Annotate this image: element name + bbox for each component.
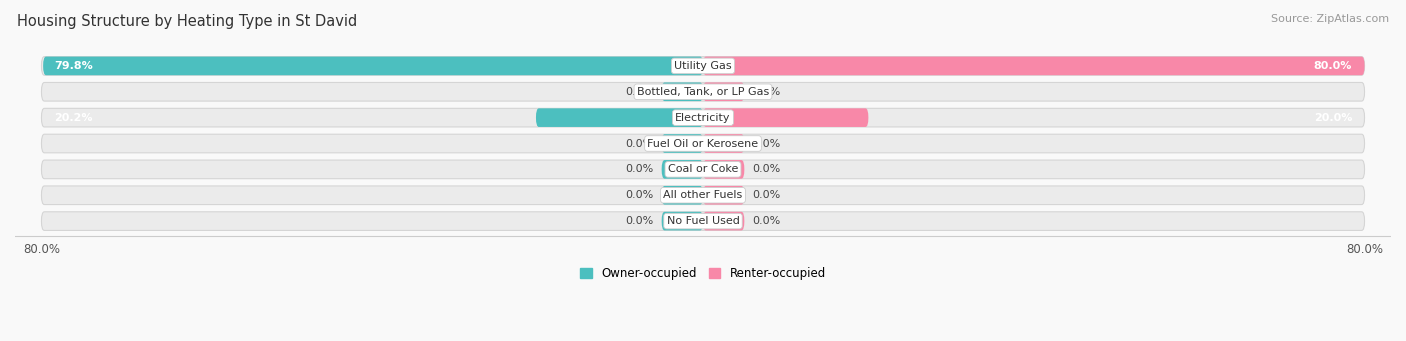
Text: No Fuel Used: No Fuel Used [666,216,740,226]
Text: 0.0%: 0.0% [752,216,780,226]
FancyBboxPatch shape [41,212,1365,231]
Text: 0.0%: 0.0% [752,138,780,149]
FancyBboxPatch shape [41,57,1365,75]
FancyBboxPatch shape [703,108,869,127]
Text: 0.0%: 0.0% [752,190,780,200]
FancyBboxPatch shape [44,57,703,75]
FancyBboxPatch shape [662,83,703,101]
Text: 0.0%: 0.0% [626,138,654,149]
Text: 0.0%: 0.0% [626,87,654,97]
FancyBboxPatch shape [703,83,744,101]
FancyBboxPatch shape [703,212,744,231]
FancyBboxPatch shape [703,57,1365,75]
Legend: Owner-occupied, Renter-occupied: Owner-occupied, Renter-occupied [575,263,831,285]
FancyBboxPatch shape [41,83,1365,101]
Text: 0.0%: 0.0% [752,87,780,97]
Text: 20.0%: 20.0% [1313,113,1353,123]
FancyBboxPatch shape [41,134,1365,153]
FancyBboxPatch shape [703,186,744,205]
Text: Electricity: Electricity [675,113,731,123]
FancyBboxPatch shape [662,186,703,205]
FancyBboxPatch shape [703,160,744,179]
Text: 0.0%: 0.0% [626,190,654,200]
Text: Fuel Oil or Kerosene: Fuel Oil or Kerosene [647,138,759,149]
FancyBboxPatch shape [703,134,744,153]
FancyBboxPatch shape [41,108,1365,127]
Text: Coal or Coke: Coal or Coke [668,164,738,174]
Text: 20.2%: 20.2% [53,113,93,123]
Text: Housing Structure by Heating Type in St David: Housing Structure by Heating Type in St … [17,14,357,29]
Text: 80.0%: 80.0% [1313,61,1353,71]
FancyBboxPatch shape [662,160,703,179]
FancyBboxPatch shape [662,134,703,153]
Text: Source: ZipAtlas.com: Source: ZipAtlas.com [1271,14,1389,24]
Text: Bottled, Tank, or LP Gas: Bottled, Tank, or LP Gas [637,87,769,97]
Text: 0.0%: 0.0% [626,164,654,174]
FancyBboxPatch shape [662,212,703,231]
Text: All other Fuels: All other Fuels [664,190,742,200]
Text: 0.0%: 0.0% [752,164,780,174]
Text: 79.8%: 79.8% [53,61,93,71]
FancyBboxPatch shape [536,108,703,127]
Text: 0.0%: 0.0% [626,216,654,226]
Text: Utility Gas: Utility Gas [675,61,731,71]
FancyBboxPatch shape [41,160,1365,179]
FancyBboxPatch shape [41,186,1365,205]
